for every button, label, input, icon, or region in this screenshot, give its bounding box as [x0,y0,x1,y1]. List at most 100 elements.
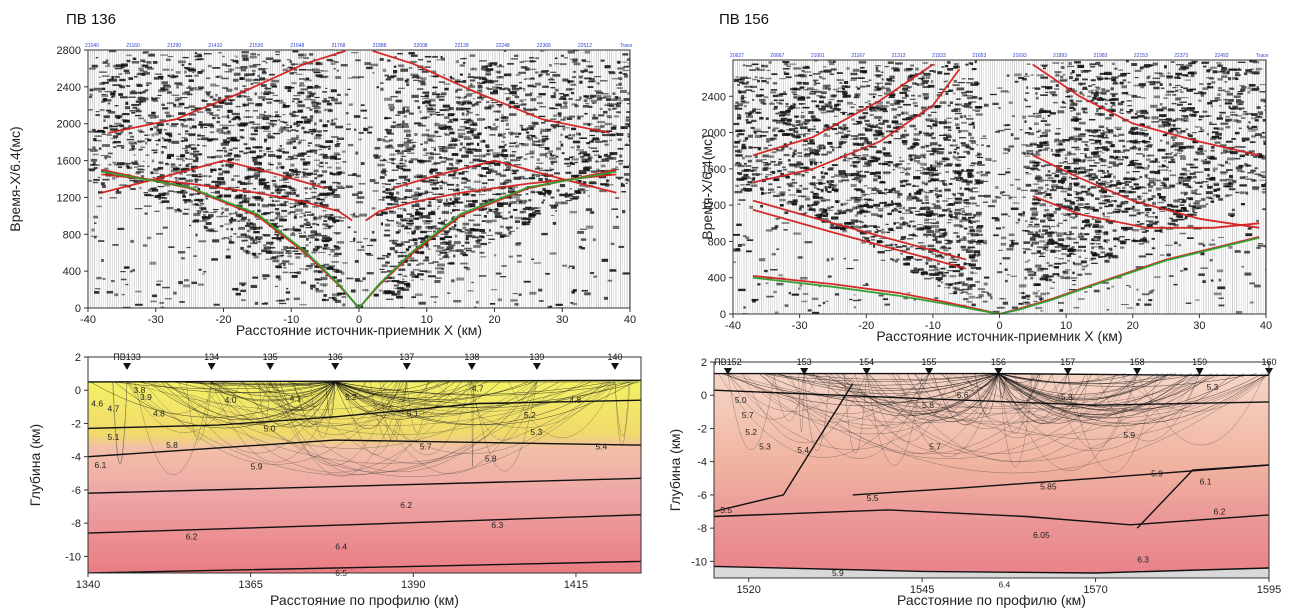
wiggle [410,54,418,57]
wiggle [615,132,619,136]
wiggle [265,57,274,61]
wiggle [272,255,279,259]
wiggle [320,200,325,202]
wiggle [496,110,501,113]
wiggle [1068,62,1073,66]
wiggle [1035,150,1040,154]
wiggle [528,213,537,217]
wiggle [815,196,824,199]
wiggle [395,91,399,94]
wiggle [452,209,456,212]
wiggle [1113,134,1117,137]
wiggle [618,82,622,86]
wiggle [308,94,315,97]
wiggle [244,235,251,239]
wiggle [473,306,477,308]
wiggle [263,114,272,118]
wiggle [287,263,294,265]
wiggle [460,118,467,121]
wiggle [232,59,239,63]
wiggle [572,134,576,137]
wiggle [1198,99,1202,102]
wiggle [265,98,273,100]
wiggle [511,85,517,89]
wiggle [465,249,472,252]
wiggle [535,71,539,74]
wiggle [374,146,381,150]
wiggle [408,257,415,259]
wiggle [1031,211,1039,213]
wiggle [184,133,192,135]
wiggle [452,228,459,231]
wiggle [928,269,934,272]
wiggle [284,204,288,206]
wiggle [251,159,255,162]
wiggle [212,66,221,69]
wiggle [336,241,345,244]
wiggle [1032,87,1037,89]
wiggle [117,166,123,169]
wiggle [221,77,229,80]
wiggle [214,190,220,194]
wiggle [559,193,566,197]
wiggle [88,130,95,133]
wiggle [240,289,247,293]
wiggle [585,225,594,229]
wiggle [503,133,506,135]
wiggle [1227,180,1236,182]
wiggle [235,56,239,58]
wiggle [294,248,299,250]
wiggle [621,191,626,193]
wiggle [821,175,825,179]
wiggle [588,71,594,74]
wiggle [395,114,401,116]
wiggle [329,188,338,192]
wiggle [626,111,630,113]
wiggle [300,158,306,161]
wiggle [419,241,426,244]
wiggle [480,99,484,101]
wiggle [412,268,421,271]
wiggle [827,60,832,63]
wiggle [467,148,476,151]
wiggle [528,220,531,224]
wiggle [312,248,319,252]
wiggle [420,82,427,86]
x-axis-label: Расстояние источник-приемник X (км) [236,322,482,338]
wiggle [599,189,607,193]
wiggle [403,129,411,133]
wiggle [92,181,99,184]
wiggle [110,137,117,140]
wiggle [293,140,296,143]
wiggle [1077,273,1083,276]
wiggle [389,139,393,142]
wiggle [813,186,817,189]
wiggle [170,69,174,71]
wiggle [122,119,130,123]
wiggle [992,310,1000,314]
wiggle [285,250,290,255]
wiggle [327,266,334,269]
wiggle [457,128,465,132]
wiggle [378,199,383,201]
wiggle [541,138,550,140]
wiggle [142,51,149,53]
wiggle [129,91,137,95]
wiggle [461,171,469,173]
wiggle [328,226,332,229]
wiggle [333,231,342,234]
wiggle [326,102,332,106]
wiggle [922,154,926,158]
wiggle [564,135,569,139]
wiggle [192,71,195,74]
wiggle [162,286,170,289]
wiggle [187,67,195,70]
wiggle [250,138,257,141]
wiggle [552,126,557,129]
wiggle [301,176,309,178]
wiggle [229,218,237,222]
wiggle [413,79,420,81]
wiggle [569,156,574,159]
wiggle [842,90,847,93]
wiggle [402,168,411,172]
